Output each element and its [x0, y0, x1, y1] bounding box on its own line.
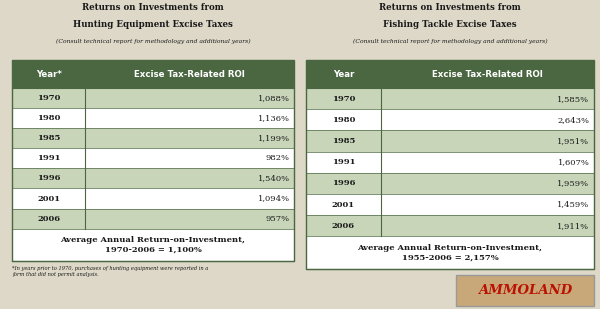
Text: 1970: 1970	[332, 95, 355, 103]
FancyBboxPatch shape	[306, 236, 594, 269]
Text: 1,540%: 1,540%	[257, 175, 290, 182]
FancyBboxPatch shape	[306, 152, 594, 173]
Text: Year*: Year*	[35, 70, 62, 79]
Text: 982%: 982%	[266, 154, 290, 162]
Text: 1970: 1970	[37, 94, 61, 102]
Text: 1,911%: 1,911%	[557, 222, 589, 230]
Text: 1980: 1980	[37, 114, 61, 122]
Text: 2006: 2006	[332, 222, 355, 230]
Text: 1,959%: 1,959%	[557, 180, 589, 188]
Text: 2001: 2001	[37, 195, 60, 202]
FancyBboxPatch shape	[12, 108, 294, 128]
FancyBboxPatch shape	[12, 188, 294, 209]
FancyBboxPatch shape	[306, 88, 594, 109]
FancyBboxPatch shape	[12, 148, 294, 168]
Text: Excise Tax-Related ROI: Excise Tax-Related ROI	[134, 70, 245, 79]
Text: Year: Year	[333, 70, 354, 79]
Text: 2001: 2001	[332, 201, 355, 209]
Text: Excise Tax-Related ROI: Excise Tax-Related ROI	[432, 70, 543, 79]
Text: 1,585%: 1,585%	[557, 95, 589, 103]
Text: 1985: 1985	[37, 134, 61, 142]
Text: 957%: 957%	[266, 215, 290, 222]
FancyBboxPatch shape	[12, 88, 294, 108]
FancyBboxPatch shape	[306, 194, 594, 215]
FancyBboxPatch shape	[456, 275, 594, 306]
Text: 1996: 1996	[37, 175, 61, 182]
Text: (Consult technical report for methodology and additional years): (Consult technical report for methodolog…	[56, 39, 250, 44]
Text: 1,951%: 1,951%	[557, 137, 589, 145]
Text: 2,643%: 2,643%	[557, 116, 589, 124]
Text: 1996: 1996	[332, 180, 355, 188]
FancyBboxPatch shape	[12, 60, 294, 88]
FancyBboxPatch shape	[306, 173, 594, 194]
FancyBboxPatch shape	[12, 209, 294, 229]
Text: Fishing Tackle Excise Taxes: Fishing Tackle Excise Taxes	[383, 20, 517, 29]
Text: 1,607%: 1,607%	[557, 158, 589, 166]
FancyBboxPatch shape	[306, 130, 594, 152]
Text: 1980: 1980	[332, 116, 355, 124]
FancyBboxPatch shape	[306, 109, 594, 130]
Text: AMMOLAND: AMMOLAND	[478, 284, 572, 297]
FancyBboxPatch shape	[12, 128, 294, 148]
Text: Average Annual Return-on-Investment,
1955-2006 = 2,157%: Average Annual Return-on-Investment, 195…	[358, 244, 542, 261]
FancyBboxPatch shape	[306, 60, 594, 88]
FancyBboxPatch shape	[12, 168, 294, 188]
Text: 2006: 2006	[37, 215, 60, 222]
Text: 1,088%: 1,088%	[258, 94, 290, 102]
FancyBboxPatch shape	[306, 215, 594, 236]
Text: Returns on Investments from: Returns on Investments from	[379, 3, 521, 12]
Text: 1,136%: 1,136%	[258, 114, 290, 122]
Text: 1,459%: 1,459%	[557, 201, 589, 209]
Text: Hunting Equipment Excise Taxes: Hunting Equipment Excise Taxes	[73, 20, 233, 29]
Text: Average Annual Return-on-Investment,
1970-2006 = 1,100%: Average Annual Return-on-Investment, 197…	[61, 236, 245, 253]
Text: 1,094%: 1,094%	[257, 195, 290, 202]
Text: *In years prior to 1970, purchases of hunting equipment were reported in a
form : *In years prior to 1970, purchases of hu…	[12, 266, 208, 277]
Text: 1985: 1985	[332, 137, 355, 145]
Text: (Consult technical report for methodology and additional years): (Consult technical report for methodolog…	[353, 39, 547, 44]
Text: 1991: 1991	[37, 154, 61, 162]
Text: Returns on Investments from: Returns on Investments from	[82, 3, 224, 12]
FancyBboxPatch shape	[12, 229, 294, 261]
Text: 1,199%: 1,199%	[257, 134, 290, 142]
Text: 1991: 1991	[332, 158, 355, 166]
